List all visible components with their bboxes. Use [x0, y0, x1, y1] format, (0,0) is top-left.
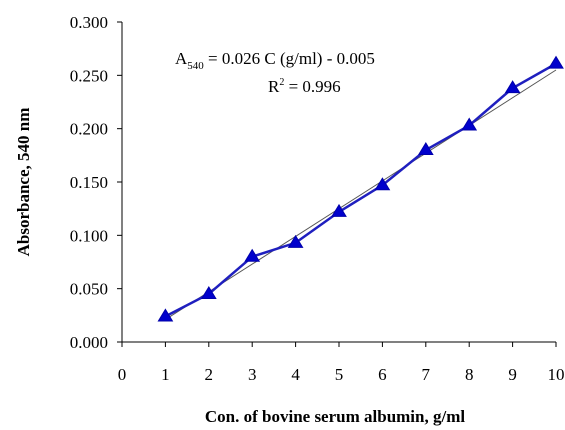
y-tick-label: 0.150 — [70, 173, 108, 192]
trendline-group — [165, 69, 557, 321]
y-tick-label: 0.300 — [70, 13, 108, 32]
x-tick-labels: 0 1 2 3 4 5 6 7 8 9 10 — [118, 365, 565, 384]
y-tick-labels: 0.000 0.050 0.100 0.150 0.200 0.250 0.300 — [70, 13, 108, 352]
chart-axes — [117, 21, 557, 347]
y-tick-label: 0.050 — [70, 280, 108, 299]
y-tick-label: 0.200 — [70, 120, 108, 139]
y-tick-label: 0.100 — [70, 226, 108, 245]
data-point-marker — [461, 117, 478, 131]
x-tick-label: 6 — [378, 365, 387, 384]
x-tick-label: 7 — [422, 365, 431, 384]
x-tick-label: 9 — [508, 365, 517, 384]
data-point-marker — [244, 248, 261, 262]
x-tick-label: 10 — [548, 365, 565, 384]
y-tick-label: 0.250 — [70, 66, 108, 85]
x-tick-label: 8 — [465, 365, 474, 384]
data-point-marker — [504, 80, 521, 94]
x-tick-label: 1 — [161, 365, 170, 384]
x-tick-label: 0 — [118, 365, 127, 384]
data-point-marker — [200, 286, 217, 300]
x-axis-title: Con. of bovine serum albumin, g/ml — [205, 407, 465, 426]
x-tick-label: 5 — [335, 365, 344, 384]
series-line — [164, 62, 557, 318]
data-point-marker — [417, 142, 434, 156]
equation-annotation: A540 = 0.026 C (g/ml) - 0.005 — [175, 49, 375, 72]
data-point-marker — [331, 203, 347, 217]
data-point-marker — [287, 234, 304, 248]
y-tick-label: 0.000 — [70, 333, 108, 352]
x-tick-label: 3 — [248, 365, 257, 384]
series-group — [164, 62, 557, 318]
y-axis-title: Absorbance, 540 nm — [14, 108, 33, 257]
x-tick-label: 4 — [291, 365, 300, 384]
data-point-marker — [548, 55, 564, 69]
data-point-marker — [374, 177, 391, 191]
trendline — [165, 69, 557, 321]
markers-group — [157, 55, 564, 322]
x-tick-label: 2 — [205, 365, 214, 384]
r-squared-annotation: R2 = 0.996 — [268, 77, 341, 96]
data-point-marker — [157, 308, 174, 322]
